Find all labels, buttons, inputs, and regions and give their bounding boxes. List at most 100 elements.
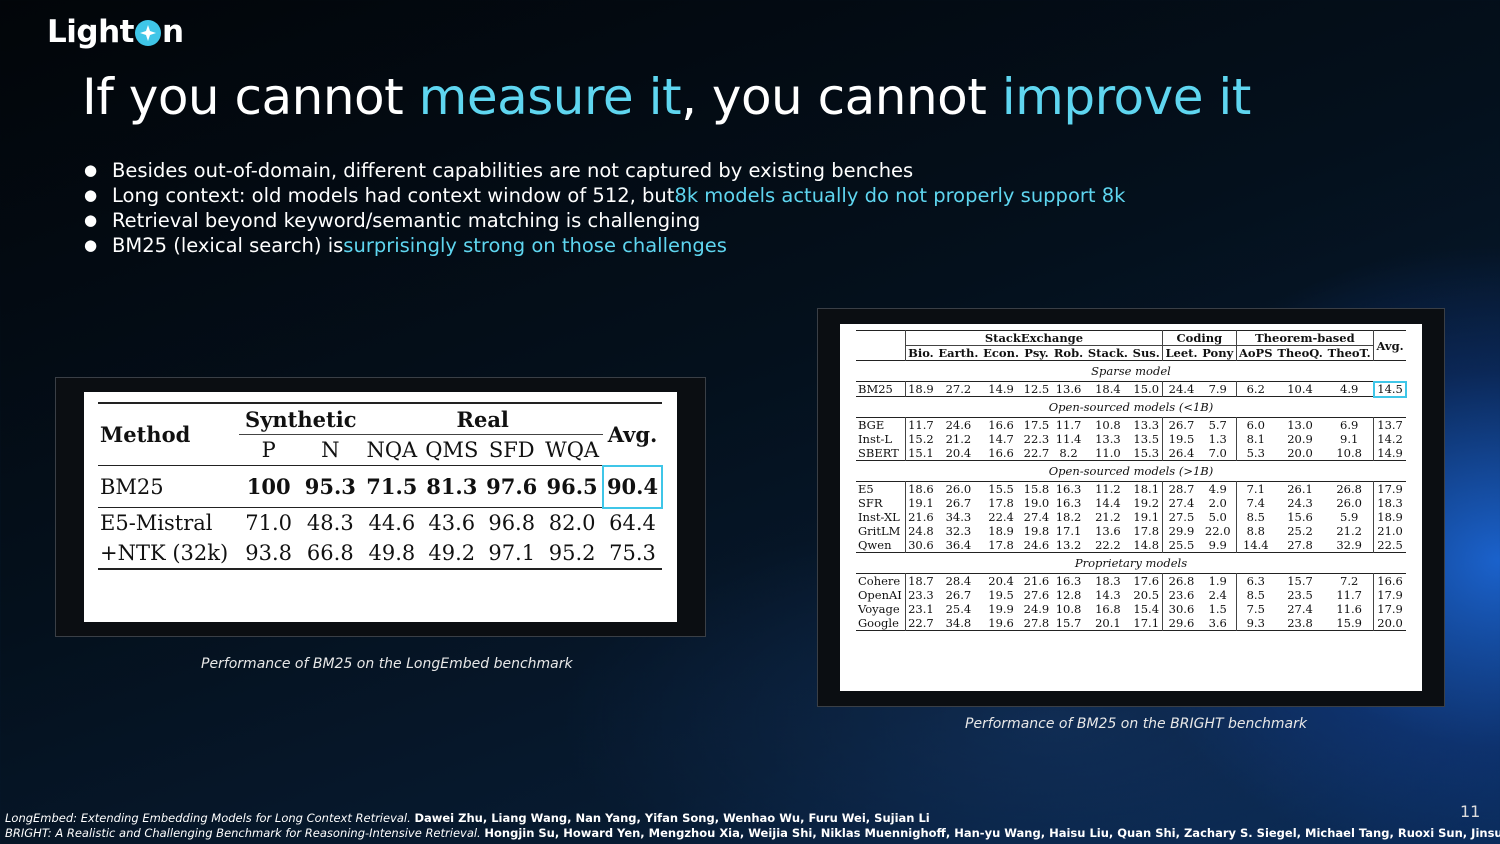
table-cell: 24.6: [1023, 538, 1050, 552]
table-cell: 11.4: [1055, 432, 1082, 446]
column-header: Earth.: [938, 346, 979, 360]
table-cell: 21.2: [1336, 524, 1362, 538]
table-cell: 82.0: [548, 511, 596, 535]
longembed-table: Method Synthetic Real Avg. P N NQA QMS SFD WQ…: [98, 402, 663, 570]
header-synthetic: Synthetic: [239, 403, 363, 435]
section-label: Open-sourced models (<1B): [1048, 400, 1214, 414]
logo-text-end: n: [161, 14, 184, 50]
table-cell: 13.0: [1287, 418, 1313, 432]
table-cell: 27.6: [1023, 588, 1050, 602]
section-label: Open-sourced models (>1B): [1048, 464, 1214, 478]
table-cell: 30.6: [904, 538, 936, 553]
table-cell: 15.7: [1287, 574, 1313, 588]
table-cell: 14.4: [1095, 496, 1121, 510]
table-cell: 9.1: [1340, 432, 1359, 446]
table-cell: 6.9: [1340, 418, 1359, 432]
table-cell: 5.9: [1340, 510, 1359, 524]
row-label: Inst-XL: [858, 510, 900, 524]
column-header: P: [261, 438, 276, 462]
avg-cell: 17.9: [1373, 481, 1406, 496]
table-cell: 11.6: [1336, 602, 1362, 616]
table-cell: 97.6: [486, 474, 538, 499]
table-row: GritLM 24.8 32.3 18.9 19.8 17.1 13.6 17.8 29.9 22…: [856, 524, 1406, 538]
row-label: E5-Mistral: [100, 511, 213, 535]
table-cell: 23.3: [904, 588, 936, 602]
table-cell: 10.8: [1055, 602, 1082, 616]
section-header: Open-sourced models (>1B): [856, 461, 1406, 482]
table-cell: 14.7: [988, 432, 1014, 446]
table-cell: 21.2: [945, 432, 972, 446]
row-label: SFR: [858, 496, 883, 510]
header-real: Real: [362, 403, 604, 435]
section-label: Proprietary models: [1074, 556, 1188, 570]
table-cell: 26.1: [1287, 482, 1313, 496]
avg-cell: 17.9: [1373, 588, 1406, 602]
row-label: OpenAI: [858, 588, 902, 602]
row-label: SBERT: [858, 446, 899, 460]
table-cell: 5.7: [1208, 418, 1227, 432]
table-cell: 14.9: [988, 382, 1014, 396]
column-header: WQA: [545, 438, 600, 462]
table-cell: 16.6: [988, 418, 1014, 432]
table-row: +NTK (32k) 93.8 66.8 49.8 49.2 97.1 95.2 75.3: [98, 538, 662, 569]
table-cell: 10.4: [1287, 382, 1313, 396]
row-label: BGE: [858, 418, 885, 432]
table-cell: 25.4: [945, 602, 972, 616]
table-cell: 6.3: [1235, 573, 1275, 588]
table-cell: 9.9: [1208, 538, 1227, 552]
table-cell: 19.8: [1023, 524, 1050, 538]
table-row: BGE 11.7 24.6 16.6 17.5 11.7 10.8 13.3 26.7 5.7 6.…: [856, 417, 1406, 432]
table-cell: 16.6: [988, 446, 1014, 460]
table-cell: 19.9: [988, 602, 1014, 616]
table-cell: 7.5: [1235, 602, 1275, 616]
table-cell: 11.7: [1055, 418, 1082, 432]
table-cell: 19.1: [1133, 510, 1160, 524]
avg-cell: 64.4: [609, 511, 656, 535]
table-cell: 21.2: [1095, 510, 1121, 524]
table-cell: 23.5: [1287, 588, 1313, 602]
bright-caption: Performance of BM25 on the BRIGHT benchm…: [965, 716, 1307, 732]
table-cell: 15.2: [904, 432, 936, 446]
table-cell: 96.5: [546, 474, 598, 499]
avg-cell: 17.9: [1373, 602, 1406, 616]
table-cell: 26.4: [1162, 446, 1200, 461]
table-cell: 18.9: [904, 381, 936, 397]
table-cell: 20.1: [1095, 616, 1121, 630]
table-cell: 96.8: [488, 511, 536, 535]
avg-cell: 20.0: [1373, 616, 1406, 631]
column-header: Sus.: [1132, 346, 1160, 360]
table-cell: 95.2: [548, 541, 596, 565]
bullet-item: ● BM25 (lexical search) is surprisingly s…: [84, 234, 727, 257]
column-header: TheoT.: [1327, 346, 1371, 360]
table-cell: 7.4: [1235, 496, 1275, 510]
table-cell: 25.5: [1162, 538, 1200, 553]
slide-title: If you cannot measure it, you cannot imp…: [82, 68, 1251, 126]
table-cell: 8.2: [1059, 446, 1078, 460]
table-cell: 24.9: [1023, 602, 1050, 616]
table-cell: 23.6: [1162, 588, 1200, 602]
table-row: Voyage 23.1 25.4 19.9 24.9 10.8 16.8 15.4 30.6 1.…: [856, 602, 1406, 616]
table-row: OpenAI 23.3 26.7 19.5 27.6 12.8 14.3 20.5 23.6 2.…: [856, 588, 1406, 602]
table-cell: 4.9: [1340, 382, 1359, 396]
table-cell: 71.0: [245, 511, 293, 535]
longembed-caption: Performance of BM25 on the LongEmbed ben…: [201, 656, 573, 672]
table-cell: 17.6: [1133, 574, 1160, 588]
table-row: SFR 19.1 26.7 17.8 19.0 16.3 14.4 19.2 27.4 2.0 7.…: [856, 496, 1406, 510]
table-cell: 34.8: [945, 616, 972, 630]
table-cell: 16.3: [1055, 496, 1082, 510]
table-cell: 16.3: [1055, 574, 1082, 588]
table-cell: 7.1: [1235, 481, 1275, 496]
table-cell: 20.4: [988, 574, 1014, 588]
table-cell: 8.1: [1235, 432, 1275, 446]
sparkle-icon: [134, 20, 161, 46]
table-cell: 71.5: [366, 474, 418, 499]
table-cell: 26.0: [945, 482, 972, 496]
table-cell: 13.6: [1095, 524, 1121, 538]
column-header: Stack.: [1087, 346, 1128, 360]
table-cell: 1.3: [1208, 432, 1227, 446]
table-cell: 4.9: [1208, 482, 1227, 496]
section-header: Proprietary models: [856, 553, 1406, 574]
table-cell: 24.8: [904, 524, 936, 538]
table-cell: 26.8: [1336, 482, 1362, 496]
table-cell: 9.3: [1235, 616, 1275, 631]
